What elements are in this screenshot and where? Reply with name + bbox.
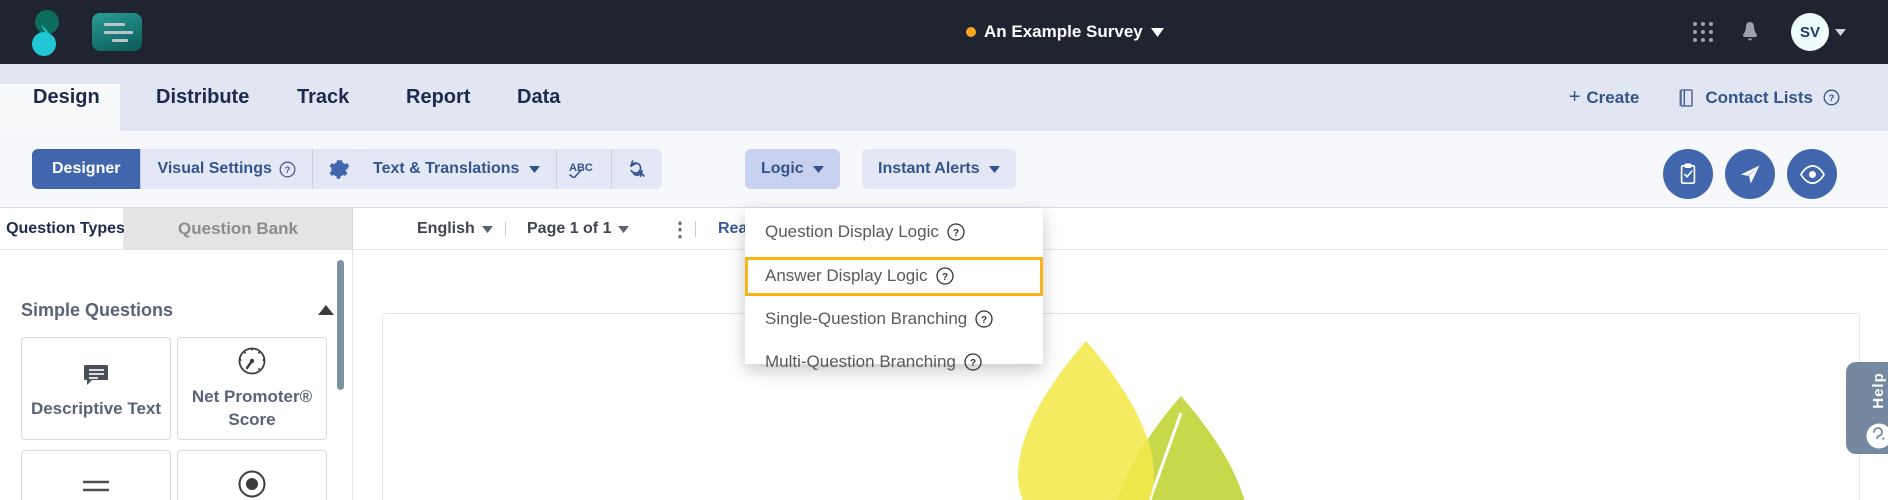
svg-text:ABC: ABC <box>569 162 593 174</box>
svg-text:?: ? <box>981 315 987 326</box>
svg-text:?: ? <box>941 272 947 283</box>
svg-text:?: ? <box>970 358 976 369</box>
svg-text:?: ? <box>953 228 959 239</box>
svg-text:?: ? <box>1829 93 1835 104</box>
svg-text:?: ? <box>284 165 290 176</box>
